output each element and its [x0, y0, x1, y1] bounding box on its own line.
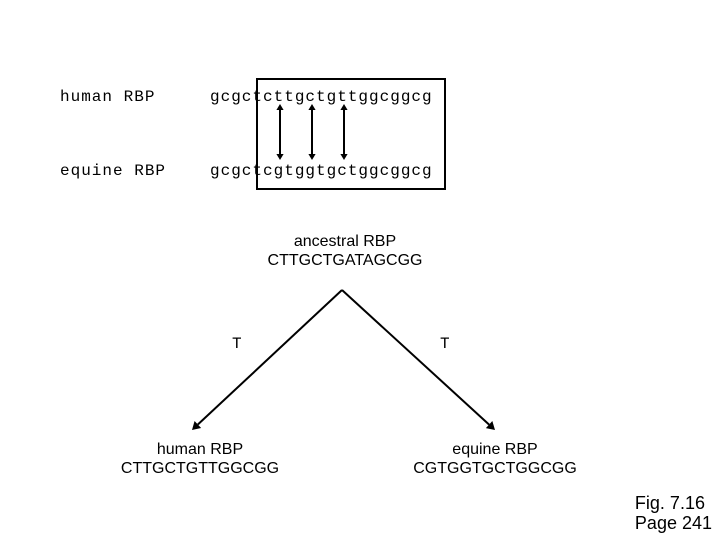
comparison-box [256, 78, 446, 190]
equine-label: equine RBP [60, 162, 210, 180]
branch-label-left: T [232, 335, 242, 353]
human-label: human RBP [60, 88, 210, 106]
equine-leaf-block: equine RBP CGTGGTGCTGGCGG [400, 440, 590, 478]
branch-label-right: T [440, 335, 450, 353]
figure-caption: Fig. 7.16 Page 241 [635, 493, 712, 534]
ancestor-seq: CTTGCTGATAGCGG [240, 251, 450, 270]
caption-line2: Page 241 [635, 513, 712, 534]
human-leaf-seq: CTTGCTGTTGGCGG [110, 459, 290, 478]
ancestor-block: ancestral RBP CTTGCTGATAGCGG [240, 232, 450, 270]
human-leaf-title: human RBP [110, 440, 290, 459]
equine-leaf-title: equine RBP [400, 440, 590, 459]
caption-line1: Fig. 7.16 [635, 493, 712, 514]
human-leaf-block: human RBP CTTGCTGTTGGCGG [110, 440, 290, 478]
ancestor-title: ancestral RBP [240, 232, 450, 251]
equine-leaf-seq: CGTGGTGCTGGCGG [400, 459, 590, 478]
